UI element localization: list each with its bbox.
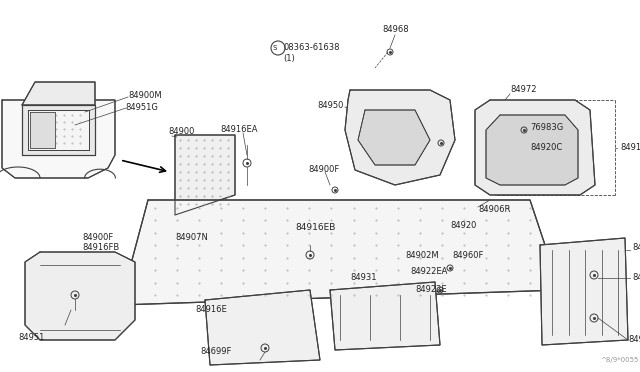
Text: 84916EB: 84916EB (295, 224, 335, 232)
Polygon shape (345, 90, 455, 185)
Text: 84900F: 84900F (82, 234, 113, 243)
Text: ^8/9*0055: ^8/9*0055 (600, 357, 638, 363)
Polygon shape (540, 238, 628, 345)
Polygon shape (330, 282, 440, 350)
Polygon shape (2, 100, 115, 178)
Text: 08363-61638: 08363-61638 (283, 44, 339, 52)
Text: 84916EA: 84916EA (220, 125, 257, 135)
Polygon shape (22, 82, 95, 105)
Text: S: S (273, 45, 277, 51)
Text: 84960F: 84960F (452, 250, 483, 260)
Text: 76983G: 76983G (530, 124, 563, 132)
Text: 84906R: 84906R (478, 205, 510, 215)
Text: 84920: 84920 (450, 221, 476, 230)
Text: 84992: 84992 (632, 273, 640, 282)
Text: 84920C: 84920C (530, 144, 563, 153)
Polygon shape (358, 110, 430, 165)
Polygon shape (175, 135, 235, 215)
Text: 84699F: 84699F (200, 347, 232, 356)
Text: 84951: 84951 (18, 334, 44, 343)
Text: 84931: 84931 (350, 273, 376, 282)
Text: 84907N: 84907N (175, 234, 208, 243)
Text: 84972: 84972 (510, 86, 536, 94)
Text: 84968: 84968 (382, 26, 408, 35)
Text: 84922E: 84922E (415, 285, 447, 295)
Text: 84922EA: 84922EA (410, 267, 447, 276)
Polygon shape (205, 290, 320, 365)
Polygon shape (30, 112, 55, 148)
Text: 84916FB: 84916FB (82, 244, 119, 253)
Text: 84910: 84910 (620, 144, 640, 153)
Text: 84900: 84900 (168, 128, 195, 137)
Text: 84916E: 84916E (195, 305, 227, 314)
Polygon shape (486, 115, 578, 185)
Text: 84900F: 84900F (308, 166, 339, 174)
Polygon shape (475, 100, 595, 195)
Text: 84960E: 84960E (628, 336, 640, 344)
Polygon shape (120, 200, 560, 305)
Polygon shape (28, 110, 89, 150)
Text: 84900A: 84900A (632, 244, 640, 253)
Text: 84950: 84950 (317, 100, 344, 109)
Text: 84902M: 84902M (405, 250, 438, 260)
Text: 84951G: 84951G (125, 103, 158, 112)
Polygon shape (25, 252, 135, 340)
Text: 84900M: 84900M (128, 90, 162, 99)
Polygon shape (22, 105, 95, 155)
Text: (1): (1) (283, 55, 295, 64)
